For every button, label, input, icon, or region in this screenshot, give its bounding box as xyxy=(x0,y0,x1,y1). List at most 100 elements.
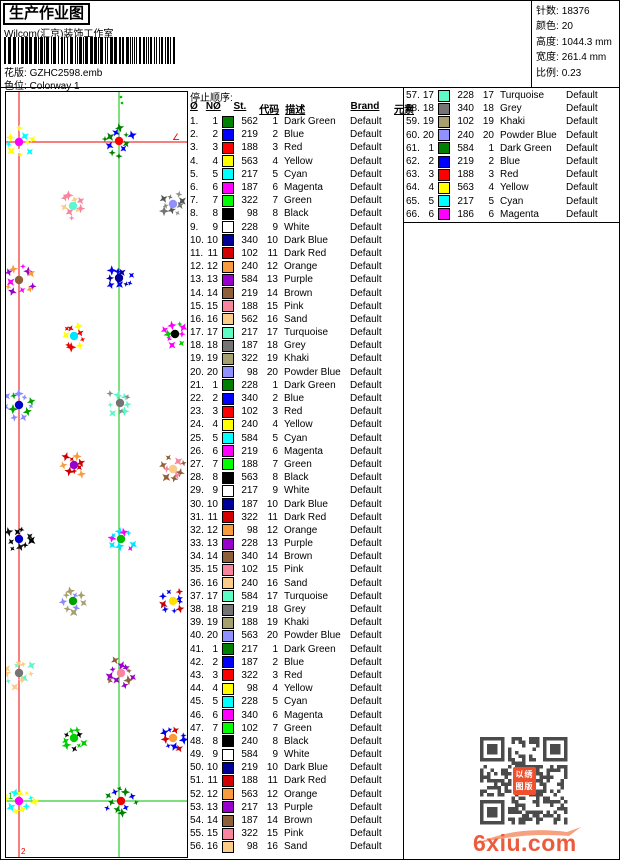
color-description: Powder Blue xyxy=(284,630,341,642)
stop-number: 38. xyxy=(190,604,204,616)
brand-name: Default xyxy=(350,287,382,299)
color-description: Red xyxy=(500,169,519,181)
thread-color-swatch xyxy=(222,669,234,682)
color-code: 1 xyxy=(488,142,494,154)
needle-number: 14 xyxy=(206,287,218,299)
color-code: 6 xyxy=(272,182,278,194)
color-description: Blue xyxy=(284,129,305,141)
design-motif xyxy=(106,265,135,289)
stitch-count: 322 xyxy=(241,195,258,207)
table-row: 23. 3 102 3 Red Default xyxy=(190,405,402,418)
table-row: 5. 5 217 5 Cyan Default xyxy=(190,168,402,181)
stop-number: 20. xyxy=(190,366,204,378)
brand-name: Default xyxy=(566,169,598,181)
stitch-count: 563 xyxy=(241,472,258,484)
stop-number: 32. xyxy=(190,524,204,536)
thread-color-swatch xyxy=(222,827,234,840)
needle-number: 20 xyxy=(206,366,218,378)
color-description: Pink xyxy=(284,828,304,840)
color-description: Brown xyxy=(284,551,313,563)
stitch-count: 563 xyxy=(241,788,258,800)
stop-number: 27. xyxy=(190,458,204,470)
design-motif xyxy=(6,263,37,296)
color-code: 6 xyxy=(488,208,494,220)
needle-number: 16 xyxy=(206,313,218,325)
thread-color-swatch xyxy=(222,761,234,774)
table-row: 64. 4 563 4 Yellow Default xyxy=(406,181,618,194)
stitch-count: 186 xyxy=(457,208,474,220)
table-row: 25. 5 584 5 Cyan Default xyxy=(190,432,402,445)
needle-number: 18 xyxy=(206,340,218,352)
table-row: 33. 13 228 13 Purple Default xyxy=(190,537,402,550)
brand-name: Default xyxy=(350,168,382,180)
color-description: Yellow xyxy=(500,182,529,194)
brand-name: Default xyxy=(566,156,598,168)
color-code: 16 xyxy=(266,577,278,589)
color-description: Blue xyxy=(284,393,305,405)
color-description: Grey xyxy=(284,604,306,616)
brand-name: Default xyxy=(350,577,382,589)
stitch-count: 102 xyxy=(457,116,474,128)
table-row: 56. 16 98 16 Sand Default xyxy=(190,840,402,853)
needle-number: 4 xyxy=(212,683,218,695)
color-code: 4 xyxy=(272,155,278,167)
stitch-count: 563 xyxy=(241,155,258,167)
needle-number: 6 xyxy=(212,445,218,457)
needle-number: 19 xyxy=(206,353,218,365)
color-description: White xyxy=(284,221,310,233)
design-canvas: ∠ 1 2 xyxy=(6,92,187,857)
stitch-count: 240 xyxy=(241,419,258,431)
brand-name: Default xyxy=(350,327,382,339)
thread-color-swatch xyxy=(222,629,234,642)
color-description: Black xyxy=(284,735,309,747)
needle-number: 20 xyxy=(422,129,434,141)
table-row: 45. 5 228 5 Cyan Default xyxy=(190,695,402,708)
color-description: Magenta xyxy=(284,709,323,721)
color-description: Dark Blue xyxy=(284,498,328,510)
stitch-count: 584 xyxy=(241,432,258,444)
brand-name: Default xyxy=(350,393,382,405)
stop-sequence-column-1: 1. 1 562 1 Dark Green Default 2. 2 219 2 Blue Defau… xyxy=(190,115,402,854)
stitch-count: 219 xyxy=(241,762,258,774)
color-code: 12 xyxy=(266,788,278,800)
svg-text:2: 2 xyxy=(21,847,26,856)
needle-number: 13 xyxy=(206,801,218,813)
header-element: 元素 xyxy=(394,105,415,116)
stitch-count: 187 xyxy=(241,656,258,668)
needle-number: 7 xyxy=(212,458,218,470)
stop-number: 54. xyxy=(190,815,204,827)
table-row: 2. 2 219 2 Blue Default xyxy=(190,128,402,141)
stop-number: 14. xyxy=(190,287,204,299)
stitch-count: 187 xyxy=(241,815,258,827)
brand-name: Default xyxy=(350,458,382,470)
brand-name: Default xyxy=(350,749,382,761)
needle-number: 15 xyxy=(206,564,218,576)
stitch-count: 98 xyxy=(246,524,258,536)
color-description: Sand xyxy=(284,841,308,853)
table-row: 24. 4 240 4 Yellow Default xyxy=(190,418,402,431)
header-divider xyxy=(1,87,619,88)
brand-name: Default xyxy=(350,247,382,259)
needle-number: 11 xyxy=(207,511,218,523)
stop-number: 4. xyxy=(190,155,199,167)
color-description: Blue xyxy=(500,156,521,168)
color-code: 3 xyxy=(272,669,278,681)
brand-name: Default xyxy=(350,116,382,128)
color-description: Dark Red xyxy=(284,511,327,523)
color-description: Powder Blue xyxy=(500,129,557,141)
color-description: Turquoise xyxy=(284,327,329,339)
table-row: 34. 14 340 14 Brown Default xyxy=(190,550,402,563)
table-row: 63. 3 188 3 Red Default xyxy=(406,168,618,181)
stitch-count: 240 xyxy=(457,129,474,141)
color-code: 12 xyxy=(266,261,278,273)
stop-number: 23. xyxy=(190,406,204,418)
stop-number: 5. xyxy=(190,168,199,180)
stop-number: 16. xyxy=(190,313,204,325)
color-code: 16 xyxy=(266,841,278,853)
color-code: 17 xyxy=(482,90,494,102)
pattern-file-line: 花版: GZHC2598.emb xyxy=(4,64,102,79)
stitch-count: 187 xyxy=(241,182,258,194)
table-row: 28. 8 563 8 Black Default xyxy=(190,471,402,484)
needle-number: 2 xyxy=(212,656,218,668)
needle-number: 17 xyxy=(206,327,218,339)
